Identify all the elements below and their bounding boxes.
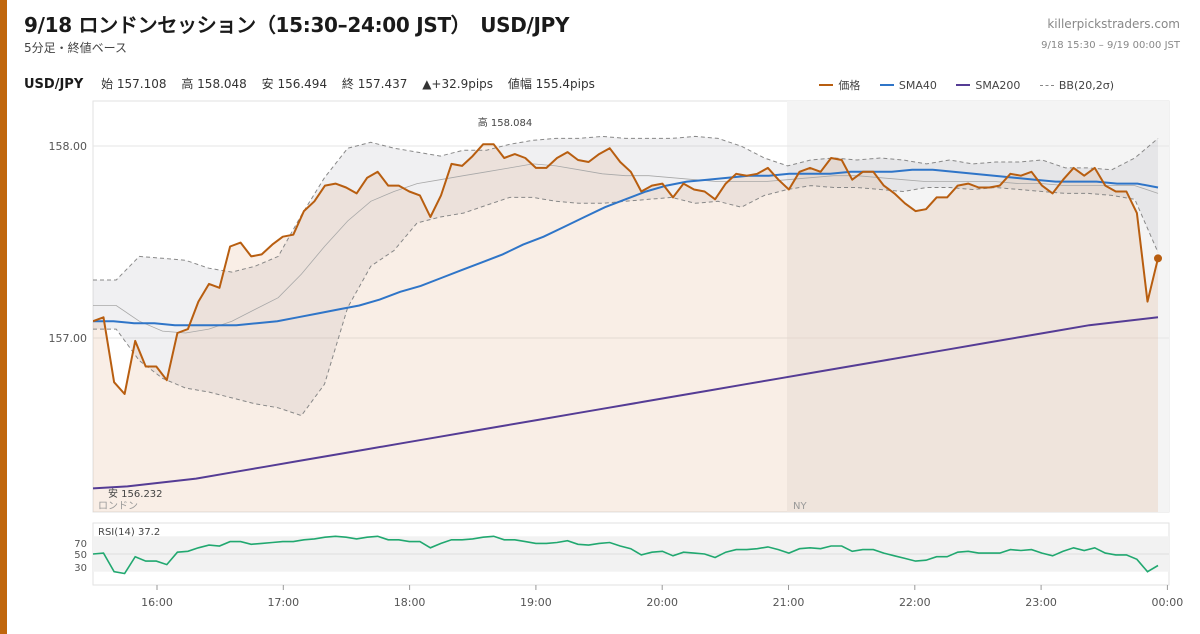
legend-item-sma40[interactable]: SMA40	[879, 78, 937, 92]
x-tick-label: 18:00	[394, 596, 426, 609]
rsi-series-layer	[92, 535, 1169, 575]
x-tick-label: 21:00	[773, 596, 805, 609]
rsi-tick-70: 70	[74, 539, 87, 550]
bb-lower-line	[93, 185, 1159, 417]
legend-item-sma200[interactable]: SMA200	[956, 79, 1020, 92]
x-tick-label: 23:00	[1025, 596, 1057, 609]
y-tick-157: 157.00	[49, 332, 88, 345]
stat-low: 安 156.494	[261, 77, 328, 91]
legend-label-sma200: SMA200	[975, 78, 1021, 92]
legend-swatch-sma200	[956, 84, 971, 86]
x-tick-label: 16:00	[141, 596, 173, 609]
x-tick-label: 00:00	[1152, 596, 1184, 609]
sma200-line	[93, 316, 1159, 490]
legend-label-price: 価格	[838, 79, 861, 92]
y-tick-158: 158.00	[49, 140, 88, 153]
session-label-ny: NY	[793, 501, 807, 512]
accent-bar	[0, 0, 7, 634]
rsi-title: RSI(14) 37.2	[98, 527, 160, 538]
stat-open: 始 157.108	[101, 77, 167, 91]
session-label-london: ロンドン	[98, 501, 138, 512]
legend: 価格 SMA40 SMA200 BB(20,2σ)	[803, 76, 1114, 93]
rsi-tick-50: 50	[74, 550, 87, 561]
rsi-tick-30: 30	[74, 563, 87, 574]
x-tick-label: 22:00	[899, 596, 931, 609]
x-tick-label: 17:00	[267, 596, 299, 609]
last-price-marker	[1154, 254, 1162, 263]
bb-band-fill	[93, 136, 1158, 416]
stat-change: ▲+32.9pips	[422, 77, 494, 91]
sma40-line	[93, 168, 1159, 327]
bb-mid-line	[93, 163, 1159, 334]
stat-width: 値幅 155.4pips	[507, 77, 595, 91]
legend-swatch-bb	[1039, 85, 1054, 86]
stat-high: 高 158.048	[181, 77, 247, 91]
price-line	[93, 143, 1159, 395]
legend-swatch-sma40	[879, 84, 894, 86]
rsi-line	[92, 535, 1159, 575]
legend-item-price[interactable]: 価格	[819, 77, 860, 93]
legend-label-bb: BB(20,2σ)	[1058, 79, 1114, 92]
stat-close: 終 157.437	[341, 77, 408, 91]
price-area-fill	[93, 144, 1158, 512]
high-annotation: 高 158.084	[478, 116, 533, 129]
legend-label-sma40: SMA40	[898, 78, 937, 92]
legend-item-bb[interactable]: BB(20,2σ)	[1039, 79, 1114, 92]
main-series-layer	[93, 135, 1162, 512]
x-tick-label: 20:00	[646, 596, 678, 609]
date-range: 9/18 15:30 – 9/19 00:00 JST	[1041, 40, 1180, 51]
symbol-label: USD/JPY	[24, 77, 84, 92]
chart-title: 9/18 ロンドンセッション（15:30–24:00 JST） USD/JPY	[24, 13, 570, 37]
stats-bar: USD/JPY 始 157.108 高 158.048 安 156.494 終 …	[24, 75, 606, 92]
low-annotation: 安 156.232	[108, 487, 163, 500]
bb-upper-line	[93, 135, 1159, 281]
x-tick-label: 19:00	[520, 596, 552, 609]
x-axis: 16:00 17:00 18:00 19:00 20:00 21:00 22:00 23:00…	[141, 585, 1183, 609]
site-name[interactable]: killerpickstraders.com	[1047, 17, 1180, 31]
chart-subtitle: 5分足・終値ベース	[24, 41, 128, 55]
legend-swatch-price	[819, 84, 834, 86]
